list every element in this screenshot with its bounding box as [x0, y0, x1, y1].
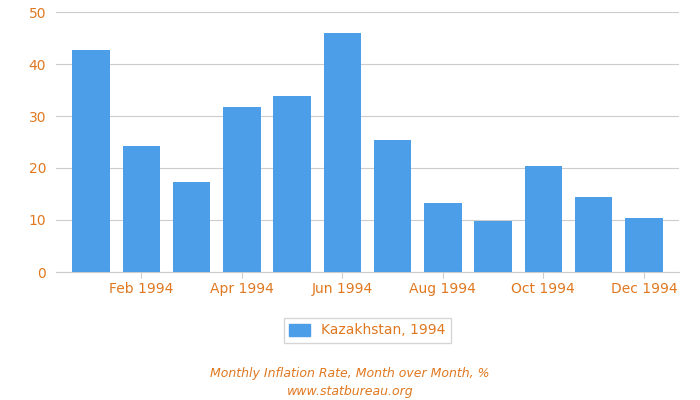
Bar: [625, 218, 663, 272]
Legend: Kazakhstan, 1994: Kazakhstan, 1994: [284, 318, 452, 343]
Bar: [475, 220, 512, 272]
Text: Monthly Inflation Rate, Month over Month, %: Monthly Inflation Rate, Month over Month…: [210, 368, 490, 380]
Bar: [424, 203, 462, 272]
Bar: [273, 96, 311, 272]
Bar: [575, 196, 612, 272]
Bar: [223, 107, 260, 272]
Bar: [374, 140, 412, 272]
Bar: [323, 33, 361, 272]
Bar: [173, 182, 211, 272]
Text: www.statbureau.org: www.statbureau.org: [287, 386, 413, 398]
Bar: [524, 166, 562, 272]
Bar: [72, 50, 110, 272]
Bar: [122, 146, 160, 272]
